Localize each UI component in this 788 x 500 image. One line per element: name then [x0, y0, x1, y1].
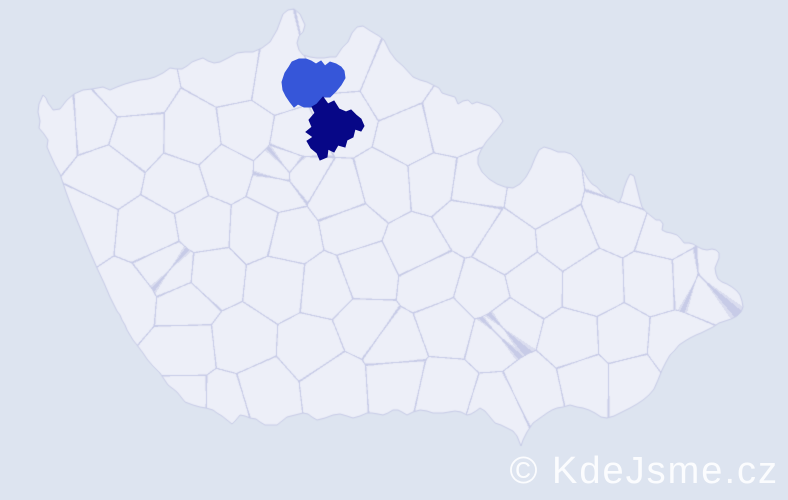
watermark-text: © KdeJsme.cz	[509, 450, 779, 492]
district-highlight-medium[interactable]	[281, 58, 346, 108]
district-highlight-dark[interactable]	[305, 96, 365, 161]
